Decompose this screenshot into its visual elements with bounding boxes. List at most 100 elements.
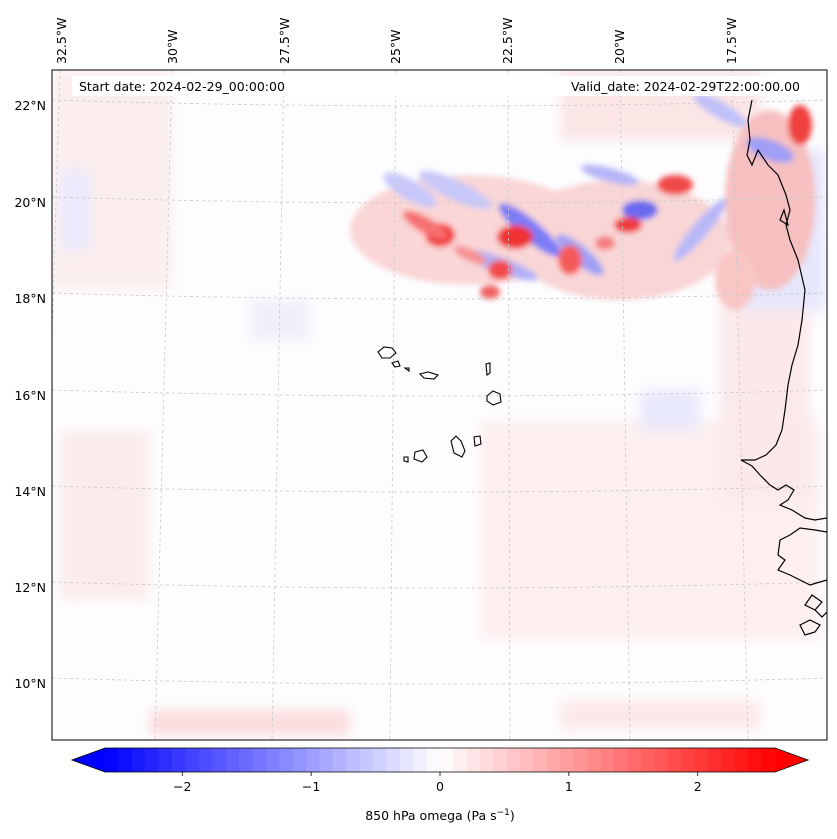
colorbar-step bbox=[292, 748, 307, 772]
colorbar-step bbox=[614, 748, 629, 772]
colorbar-step bbox=[252, 748, 267, 772]
colorbar-step bbox=[279, 748, 294, 772]
colorbar-step bbox=[748, 748, 763, 772]
colorbar-step bbox=[507, 748, 521, 772]
colorbar-step bbox=[440, 748, 454, 772]
lon-label: 22.5°W bbox=[500, 18, 515, 64]
colorbar-step bbox=[453, 748, 468, 772]
colorbar-step bbox=[239, 748, 253, 772]
lon-labels: 32.5°W 30°W 27.5°W 25°W 22.5°W 20°W 17.5… bbox=[54, 18, 739, 64]
gridline-lat-20 bbox=[52, 196, 827, 204]
lat-label: 10°N bbox=[14, 676, 46, 691]
island-santo-antao bbox=[377, 346, 397, 359]
lat-label: 12°N bbox=[14, 580, 46, 595]
map-gridlines bbox=[52, 70, 827, 740]
colorbar-step bbox=[547, 748, 562, 772]
colorbar-step bbox=[708, 748, 722, 772]
colorbar-tick-label: 2 bbox=[694, 779, 702, 794]
colorbar-step bbox=[533, 748, 548, 772]
colorbar-step bbox=[721, 748, 736, 772]
colorbar-extend-max bbox=[775, 748, 808, 772]
gridline-lon-25 bbox=[389, 70, 397, 740]
gridline-lat-12 bbox=[52, 581, 827, 589]
gridline-lon-17-5 bbox=[731, 70, 749, 740]
colorbar-outline bbox=[70, 747, 810, 773]
colorbar-extend-min bbox=[72, 748, 105, 772]
island-santiago bbox=[450, 435, 466, 458]
gridline-lon-20 bbox=[619, 70, 631, 740]
colorbar-step bbox=[346, 748, 361, 772]
colorbar-step bbox=[118, 748, 133, 772]
colorbar-step bbox=[131, 748, 146, 772]
gridline-lon-22-5 bbox=[507, 70, 511, 740]
colorbar-tick-label: 0 bbox=[436, 779, 444, 794]
colorbar-step bbox=[212, 748, 227, 772]
lon-label: 32.5°W bbox=[54, 18, 69, 64]
colorbar-step bbox=[265, 748, 280, 772]
colorbar-step bbox=[466, 748, 481, 772]
lat-labels: 22°N 20°N 18°N 16°N 14°N 12°N 10°N bbox=[14, 98, 46, 691]
valid-date-text: Valid_date: 2024-02-29T22:00:00.00 bbox=[571, 79, 800, 94]
island-boa-vista bbox=[486, 390, 502, 406]
colorbar-step bbox=[600, 748, 615, 772]
lat-label: 22°N bbox=[14, 98, 46, 113]
island-sao-nicolau bbox=[418, 371, 440, 380]
island-santa-luzia bbox=[403, 367, 410, 373]
colorbar-step bbox=[587, 748, 602, 772]
colorbar-label: 850 hPa omega (Pa s−1) bbox=[365, 808, 515, 823]
island-brava bbox=[403, 456, 409, 463]
colorbar-step bbox=[493, 748, 508, 772]
colorbar-step bbox=[172, 748, 186, 772]
colorbar-tick-label: −1 bbox=[302, 779, 320, 794]
gridline-lon-30 bbox=[154, 70, 173, 740]
colorbar-step bbox=[225, 748, 240, 772]
map-border bbox=[51, 69, 828, 741]
colorbar: −2 −1 0 1 2 850 hPa omega (Pa s−1) bbox=[70, 747, 810, 823]
start-date-text: Start date: 2024-02-29_00:00:00 bbox=[79, 79, 285, 94]
lat-label: 16°N bbox=[14, 388, 46, 403]
colorbar-step bbox=[332, 748, 347, 772]
colorbar-step bbox=[574, 748, 588, 772]
lat-label: 20°N bbox=[14, 195, 46, 210]
colorbar-step bbox=[654, 748, 669, 772]
gridline-lat-18 bbox=[52, 292, 827, 300]
colorbar-step bbox=[480, 748, 495, 772]
colorbar-step bbox=[520, 748, 535, 772]
colorbar-step bbox=[185, 748, 200, 772]
colorbar-tick-label: −2 bbox=[173, 779, 191, 794]
colorbar-step bbox=[399, 748, 414, 772]
gridline-lon-27-5 bbox=[271, 70, 285, 740]
colorbar-ticks: −2 −1 0 1 2 bbox=[173, 772, 702, 794]
colorbar-step bbox=[158, 748, 173, 772]
colorbar-step bbox=[105, 748, 119, 772]
gridline-lat-10 bbox=[52, 677, 827, 685]
colorbar-step bbox=[359, 748, 374, 772]
lat-label: 18°N bbox=[14, 291, 46, 306]
lon-label: 25°W bbox=[388, 29, 403, 64]
colorbar-tick-label: 1 bbox=[565, 779, 573, 794]
date-strip bbox=[72, 76, 808, 96]
island-fogo bbox=[413, 449, 428, 463]
colorbar-step bbox=[761, 748, 776, 772]
colorbar-step bbox=[627, 748, 642, 772]
island-maio bbox=[473, 435, 482, 447]
gridline-lat-22 bbox=[52, 99, 827, 107]
lon-label: 17.5°W bbox=[724, 18, 739, 64]
colorbar-step bbox=[198, 748, 213, 772]
africa-coast bbox=[740, 99, 827, 521]
lon-label: 27.5°W bbox=[277, 18, 292, 64]
colorbar-step bbox=[641, 748, 655, 772]
map-panel: Start date: 2024-02-29_00:00:00 Valid_da… bbox=[51, 69, 828, 741]
colorbar-step bbox=[373, 748, 387, 772]
senegal-island bbox=[779, 208, 789, 227]
island-sao-vicente bbox=[391, 360, 401, 368]
colorbar-step bbox=[694, 748, 709, 772]
colorbar-step bbox=[386, 748, 401, 772]
lon-label: 30°W bbox=[165, 29, 180, 64]
colorbar-step bbox=[681, 748, 696, 772]
gambia-coast bbox=[777, 527, 827, 586]
colorbar-step bbox=[734, 748, 749, 772]
colorbar-step bbox=[426, 748, 441, 772]
colorbar-step bbox=[145, 748, 160, 772]
island-sal bbox=[485, 362, 491, 376]
